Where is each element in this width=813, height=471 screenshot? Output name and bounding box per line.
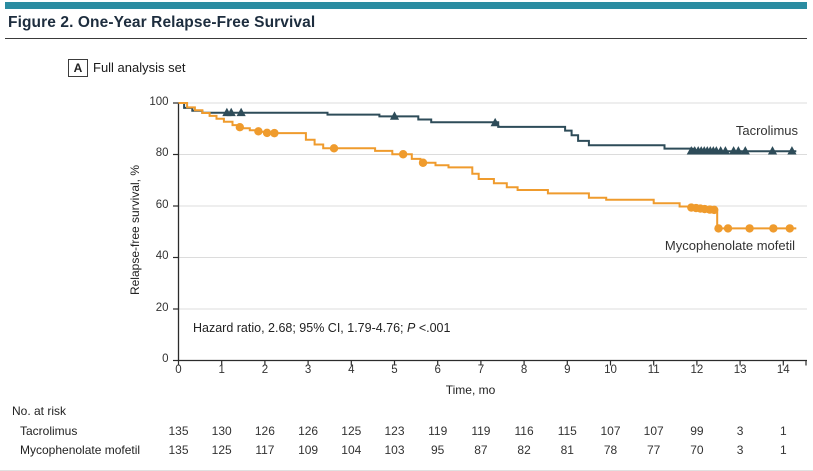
x-tick-label: 0 <box>175 364 182 376</box>
x-tick-label: 6 <box>434 364 441 376</box>
risk-value: 81 <box>560 443 574 457</box>
y-tick-label: 80 <box>155 147 169 159</box>
risk-value: 115 <box>557 424 577 438</box>
risk-value: 87 <box>474 443 488 457</box>
risk-value: 95 <box>431 443 445 457</box>
x-tick-label: 12 <box>690 364 704 376</box>
series-label-mycophenolate: Mycophenolate mofetil <box>664 238 795 253</box>
censor-circle-marker <box>714 224 723 233</box>
risk-value: 78 <box>603 443 618 457</box>
title-rule <box>5 38 807 39</box>
risk-value: 1 <box>779 443 787 457</box>
risk-value: 3 <box>736 424 744 438</box>
p-value-symbol: P <box>407 321 416 335</box>
x-axis-label: Time, mo <box>445 383 496 397</box>
x-tick-label: 2 <box>261 364 269 376</box>
censor-circle-marker <box>723 224 733 233</box>
risk-value: 125 <box>341 424 362 438</box>
risk-value: 135 <box>168 443 189 457</box>
censor-circle-marker <box>785 224 794 233</box>
risk-value: 82 <box>517 443 531 457</box>
y-tick-label: 60 <box>155 198 169 211</box>
x-tick-label: 9 <box>564 364 571 376</box>
x-tick-label: 8 <box>520 364 528 376</box>
x-tick-label: 10 <box>604 364 617 376</box>
risk-value: 126 <box>298 424 319 438</box>
y-tick-label: 20 <box>155 301 169 314</box>
risk-value: 123 <box>384 424 405 438</box>
censor-circle-marker <box>769 224 778 233</box>
risk-value: 135 <box>168 424 189 438</box>
censor-circle-marker <box>418 158 428 167</box>
risk-row-label-mycophenolate: Mycophenolate mofetil <box>20 443 141 457</box>
censor-circle-marker <box>270 128 279 138</box>
censor-circle-marker <box>709 205 719 215</box>
x-tick-label: 7 <box>477 364 485 376</box>
risk-value: 1 <box>779 424 787 438</box>
hazard-ratio-annotation: Hazard ratio, 2.68; 95% CI, 1.79-4.76; P… <box>193 321 450 335</box>
y-tick-label: 0 <box>162 353 169 365</box>
accent-bar <box>5 2 807 9</box>
risk-value: 99 <box>690 424 704 438</box>
x-tick-label: 5 <box>391 364 398 376</box>
risk-value: 126 <box>254 424 275 438</box>
x-tick-label: 3 <box>304 364 312 376</box>
risk-value: 107 <box>600 424 621 438</box>
risk-value: 125 <box>211 443 232 457</box>
x-tick-label: 4 <box>348 364 355 376</box>
y-tick-label: 100 <box>149 95 169 108</box>
risk-value: 107 <box>643 424 664 438</box>
censor-circle-marker <box>235 123 245 132</box>
km-curve-0 <box>178 102 797 153</box>
y-tick-label: 40 <box>155 250 169 262</box>
censor-circle-marker <box>254 127 263 136</box>
hazard-ratio-text: Hazard ratio, 2.68; 95% CI, 1.79-4.76; <box>193 321 408 335</box>
censor-circle-marker <box>398 150 408 159</box>
censor-triangle-marker <box>389 111 400 120</box>
censor-triangle-marker <box>740 146 750 155</box>
risk-value: 103 <box>384 443 405 457</box>
y-axis-label: Relapse-free survival, % <box>128 164 142 296</box>
figure-title: Figure 2. One-Year Relapse-Free Survival <box>8 14 316 31</box>
risk-value: 70 <box>690 443 704 457</box>
km-curve-1 <box>178 102 797 230</box>
censor-triangle-marker <box>490 117 500 127</box>
risk-value: 119 <box>471 424 491 438</box>
x-tick-label: 13 <box>733 364 747 376</box>
risk-table-header: No. at risk <box>12 404 67 418</box>
p-value-text: <.001 <box>415 321 451 335</box>
censor-circle-marker <box>329 144 339 153</box>
x-tick-label: 11 <box>647 364 660 376</box>
risk-value: 109 <box>298 443 319 457</box>
censor-triangle-marker <box>787 146 797 155</box>
risk-value: 130 <box>211 424 232 438</box>
x-tick-label: 1 <box>218 364 225 376</box>
risk-value: 117 <box>255 443 275 457</box>
panel-title: Full analysis set <box>93 60 186 75</box>
censor-circle-marker <box>745 224 754 233</box>
censor-triangle-marker <box>767 146 778 155</box>
x-tick-label: 14 <box>776 364 790 376</box>
risk-value: 104 <box>341 443 362 457</box>
censor-circle-marker <box>262 128 272 138</box>
censor-triangle-marker <box>720 146 731 155</box>
risk-value: 119 <box>428 424 448 438</box>
risk-value: 116 <box>514 424 534 438</box>
panel-label-box: A <box>68 59 88 77</box>
censor-triangle-marker <box>236 107 246 117</box>
risk-value: 77 <box>647 443 661 457</box>
censor-triangle-marker <box>733 146 743 155</box>
risk-row-label-tacrolimus: Tacrolimus <box>20 424 78 438</box>
censor-triangle-marker <box>226 107 236 117</box>
series-label-tacrolimus: Tacrolimus <box>735 123 798 138</box>
risk-value: 3 <box>736 443 744 457</box>
